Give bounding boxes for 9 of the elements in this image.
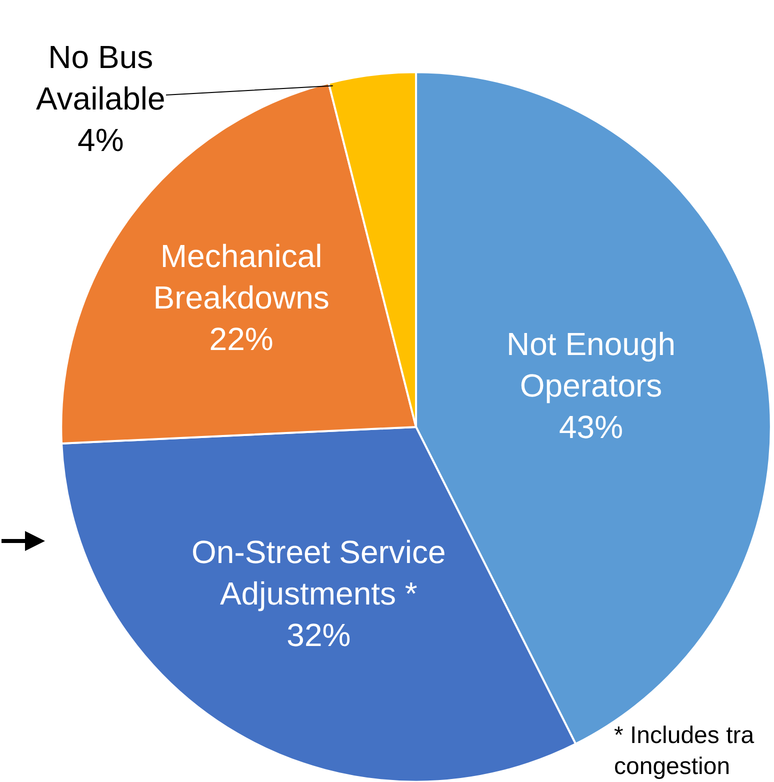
data-label: 22% [209,321,274,358]
slice-label: No Bus Available [36,39,166,117]
data-label: 32% [286,617,351,654]
slice-label: On-Street Service Adjustments * [192,534,446,612]
slice-label: Mechanical Breakdowns [153,238,330,316]
text: * Includes tra congestion [614,722,755,780]
data-label: 43% [559,408,624,445]
slice-label: Not Enough Operators [506,326,676,404]
data-label: 4% [78,122,124,158]
